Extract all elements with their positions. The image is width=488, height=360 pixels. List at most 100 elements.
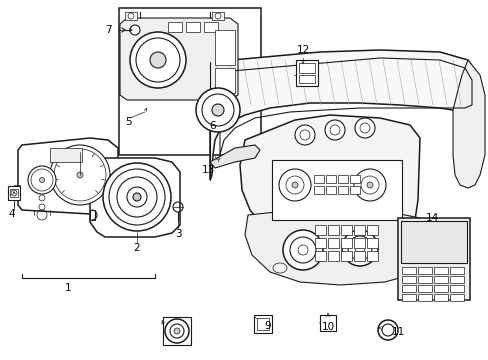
Bar (319, 315, 335, 331)
Bar (119, 8, 261, 155)
Bar (353, 251, 364, 261)
Text: 1: 1 (64, 283, 71, 293)
Bar (337, 186, 347, 194)
Circle shape (130, 32, 185, 88)
Circle shape (279, 169, 310, 201)
Bar (257, 318, 268, 330)
Circle shape (50, 145, 110, 205)
Bar (340, 238, 351, 248)
Polygon shape (120, 18, 238, 100)
Bar (353, 225, 364, 235)
Circle shape (133, 193, 141, 201)
Circle shape (196, 88, 240, 132)
Bar (401, 294, 415, 301)
Text: 8: 8 (171, 329, 178, 339)
Text: 7: 7 (104, 25, 111, 35)
Bar (401, 267, 415, 274)
Bar (313, 175, 324, 183)
Bar (298, 75, 314, 83)
Circle shape (28, 166, 56, 194)
Bar (433, 276, 447, 283)
Circle shape (103, 163, 171, 231)
Bar (337, 175, 347, 183)
Bar (366, 238, 377, 248)
Text: 13: 13 (201, 165, 214, 175)
Bar (417, 276, 431, 283)
Bar (433, 267, 447, 274)
Bar (14, 185, 20, 193)
Circle shape (291, 182, 297, 188)
Circle shape (174, 328, 180, 334)
Circle shape (354, 118, 374, 138)
Bar (327, 225, 338, 235)
Text: 10: 10 (321, 322, 334, 332)
Polygon shape (18, 138, 118, 214)
Circle shape (294, 125, 314, 145)
Bar (271, 160, 401, 220)
Bar (433, 294, 447, 301)
Bar (314, 225, 325, 235)
Text: 14: 14 (425, 213, 438, 223)
Text: 9: 9 (264, 321, 271, 331)
Bar (349, 175, 359, 183)
Polygon shape (209, 145, 260, 168)
Bar (298, 63, 314, 73)
Polygon shape (244, 210, 421, 285)
Circle shape (325, 120, 345, 140)
Bar (353, 238, 364, 248)
Circle shape (341, 230, 377, 266)
Bar (417, 294, 431, 301)
Bar (215, 68, 235, 93)
Bar (325, 175, 335, 183)
Bar (449, 294, 463, 301)
Bar (366, 251, 377, 261)
Bar (163, 317, 191, 345)
Polygon shape (452, 60, 484, 188)
Circle shape (130, 25, 140, 35)
Bar (433, 285, 447, 292)
Bar (314, 238, 325, 248)
Bar (90, 210, 95, 220)
Bar (349, 186, 359, 194)
Bar (295, 60, 317, 86)
Bar (313, 186, 324, 194)
Bar (253, 315, 271, 333)
Bar (401, 285, 415, 292)
Bar (417, 285, 431, 292)
Circle shape (377, 320, 397, 340)
Bar (10, 189, 18, 197)
Bar (314, 251, 325, 261)
Circle shape (353, 169, 385, 201)
Circle shape (212, 104, 224, 116)
Bar (327, 251, 338, 261)
Circle shape (164, 319, 189, 343)
Bar (366, 225, 377, 235)
Bar (185, 22, 200, 32)
Circle shape (40, 177, 44, 183)
Bar (449, 285, 463, 292)
Bar (401, 276, 415, 283)
Bar (212, 12, 224, 20)
Bar (449, 276, 463, 283)
Polygon shape (209, 50, 479, 180)
Bar (340, 251, 351, 261)
Circle shape (150, 52, 165, 68)
Bar (125, 12, 137, 20)
Bar (8, 186, 20, 200)
Text: 2: 2 (133, 243, 140, 253)
Circle shape (283, 230, 323, 270)
Text: 4: 4 (9, 209, 15, 219)
Circle shape (77, 172, 83, 178)
Text: 11: 11 (390, 327, 404, 337)
Bar (397, 218, 469, 300)
Circle shape (366, 182, 372, 188)
Text: 6: 6 (209, 121, 216, 131)
Bar (327, 238, 338, 248)
Polygon shape (240, 115, 419, 255)
Bar (417, 267, 431, 274)
Bar (215, 30, 235, 65)
Bar (203, 22, 218, 32)
Text: 3: 3 (174, 229, 181, 239)
Bar (400, 221, 466, 263)
Bar (50, 148, 82, 162)
